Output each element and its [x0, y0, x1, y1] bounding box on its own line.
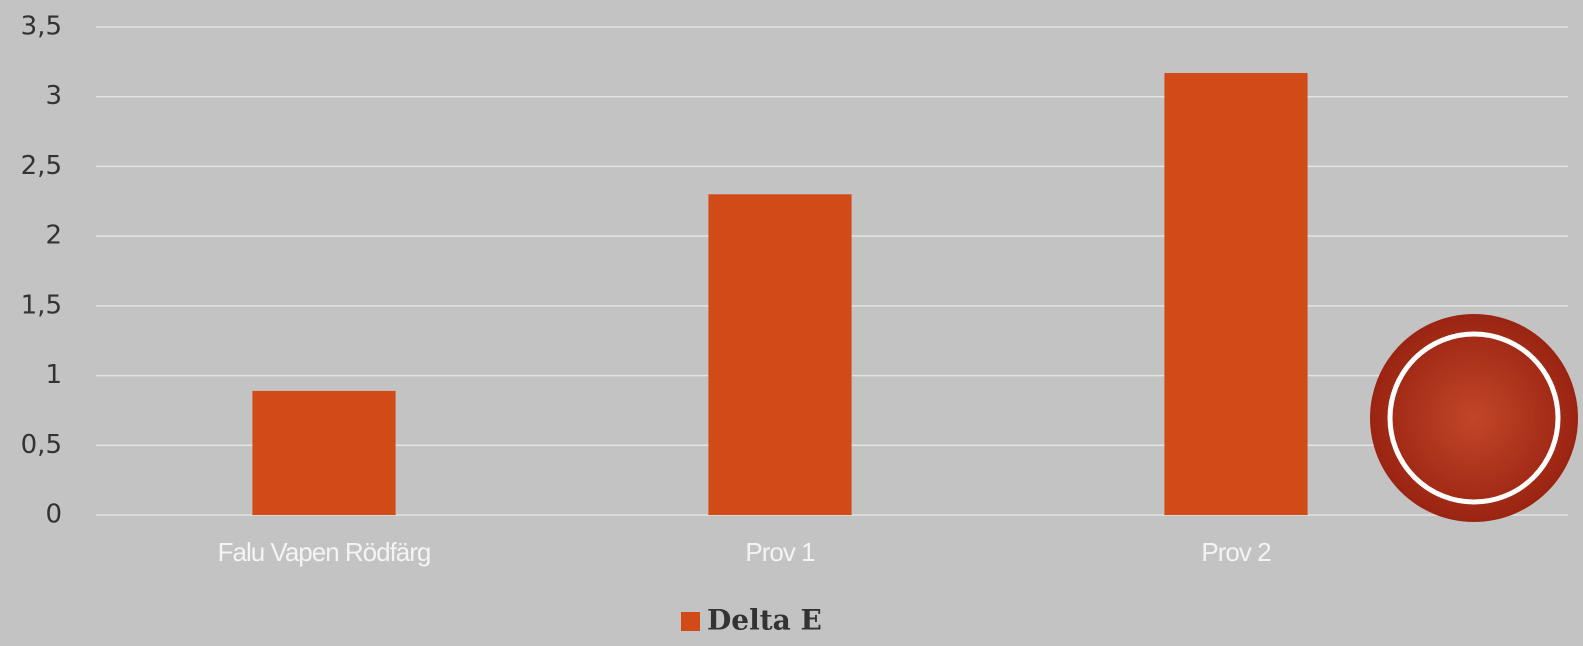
bar	[1164, 73, 1308, 516]
x-tick-label: Falu Vapen Rödfärg	[218, 537, 431, 567]
y-tick-label: 2,5	[21, 151, 62, 181]
y-tick-label: 1	[45, 360, 62, 390]
x-tick-label: Prov 2	[1201, 537, 1271, 567]
legend-label: Delta E	[707, 604, 822, 637]
y-tick-label: 3,5	[21, 12, 62, 42]
decoration-circle	[1370, 314, 1578, 522]
legend-swatch	[681, 612, 700, 631]
y-tick-label: 0	[45, 500, 62, 530]
y-tick-label: 1,5	[21, 290, 62, 320]
y-tick-label: 2	[45, 221, 62, 251]
bar	[252, 390, 396, 515]
plot: 0 0,5 1 1,5 2 2,5 3 3,5 Falu Vapen Rödfärg Prov 1…	[21, 12, 1568, 637]
y-tick-label: 3	[45, 81, 62, 111]
y-tick-label: 0,5	[21, 430, 62, 460]
x-tick-label: Prov 1	[745, 537, 815, 567]
bar	[708, 194, 852, 516]
decoration-ring	[1387, 331, 1561, 505]
